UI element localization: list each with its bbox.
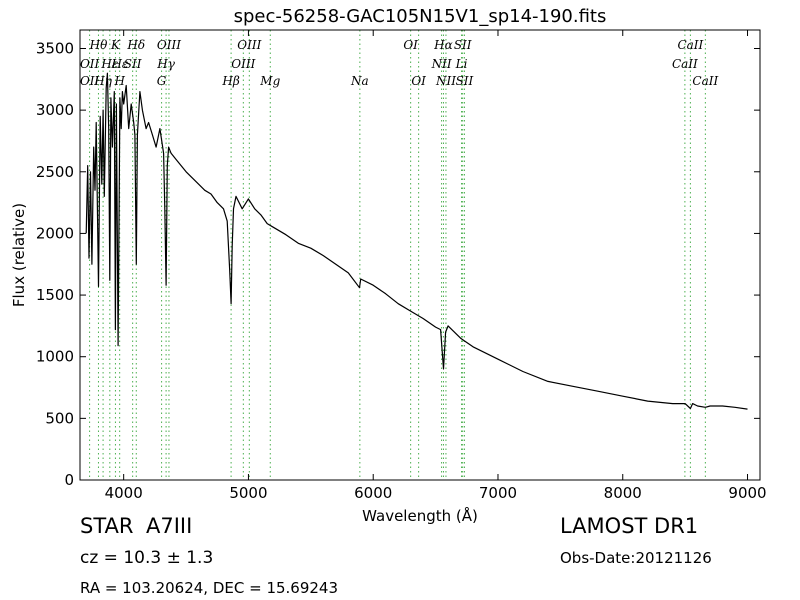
spectral-line-label: H — [113, 74, 125, 88]
spectral-line-label: SII — [124, 57, 142, 71]
spectral-line-label: OIII — [231, 57, 255, 71]
y-tick-label: 1500 — [36, 286, 74, 304]
spectral-line-label: Na — [350, 74, 369, 88]
spectral-line-label: Li — [455, 57, 468, 71]
object-type: STAR — [80, 514, 134, 538]
spectral-line-label: NII — [435, 74, 456, 88]
spectral-line-label: SII — [454, 38, 472, 52]
spectral-line-label: OI — [411, 74, 426, 88]
y-axis-label: Flux (relative) — [10, 203, 28, 307]
spectral-line-label: CaII — [692, 74, 718, 88]
x-tick-label: 5000 — [229, 484, 267, 502]
spectrum-series-line — [85, 72, 748, 410]
x-tick-label: 8000 — [604, 484, 642, 502]
spectral-line-label: Hη — [93, 74, 112, 88]
spectral-line-label: OII — [80, 74, 100, 88]
y-tick-label: 3000 — [36, 101, 74, 119]
x-tick-label: 6000 — [354, 484, 392, 502]
survey-name: LAMOST DR1 — [560, 514, 699, 538]
spectral-line-label: Hδ — [126, 38, 145, 52]
spectral-line-label: Hθ — [89, 38, 108, 52]
y-tick-label: 3500 — [36, 39, 74, 57]
y-tick-label: 1000 — [36, 348, 74, 366]
spectral-line-label: CaII — [672, 57, 698, 71]
y-tick-label: 2000 — [36, 224, 74, 242]
spectral-line-label: K — [110, 38, 121, 52]
x-axis-label: Wavelength (Å) — [362, 506, 478, 525]
y-tick-label: 0 — [64, 471, 74, 489]
spectral-line-label: Mg — [259, 74, 280, 88]
chart-title: spec-56258-GAC105N15V1_sp14-190.fits — [234, 6, 607, 27]
spectral-line-label: OIII — [237, 38, 261, 52]
spectral-line-label: Hγ — [156, 57, 175, 71]
obs-date: Obs-Date:20121126 — [560, 549, 712, 567]
spectral-subclass: A7III — [146, 514, 193, 538]
x-tick-label: 9000 — [728, 484, 766, 502]
spectral-line-label: Hε — [100, 57, 118, 71]
spectral-line-label: CaII — [677, 38, 703, 52]
y-tick-label: 500 — [45, 409, 74, 427]
redshift-cz: cz = 10.3 ± 1.3 — [80, 548, 214, 568]
spectral-line-label: G — [157, 74, 167, 88]
spectral-line-label: OI — [403, 38, 418, 52]
spectral-line-label: NII — [431, 57, 452, 71]
spectral-line-label: Hε — [110, 57, 128, 71]
plot-frame — [79, 29, 761, 481]
spectral-line-label: OII — [80, 57, 100, 71]
y-tick-label: 2500 — [36, 163, 74, 181]
spectral-line-label: SII — [456, 74, 474, 88]
ra-dec: RA = 103.20624, DEC = 15.69243 — [80, 579, 339, 597]
spectral-line-label: Hα — [433, 38, 453, 52]
spectral-line-label: Hβ — [221, 74, 239, 88]
spectral-line-label: OIII — [157, 38, 181, 52]
x-tick-label: 4000 — [105, 484, 143, 502]
x-tick-label: 7000 — [479, 484, 517, 502]
